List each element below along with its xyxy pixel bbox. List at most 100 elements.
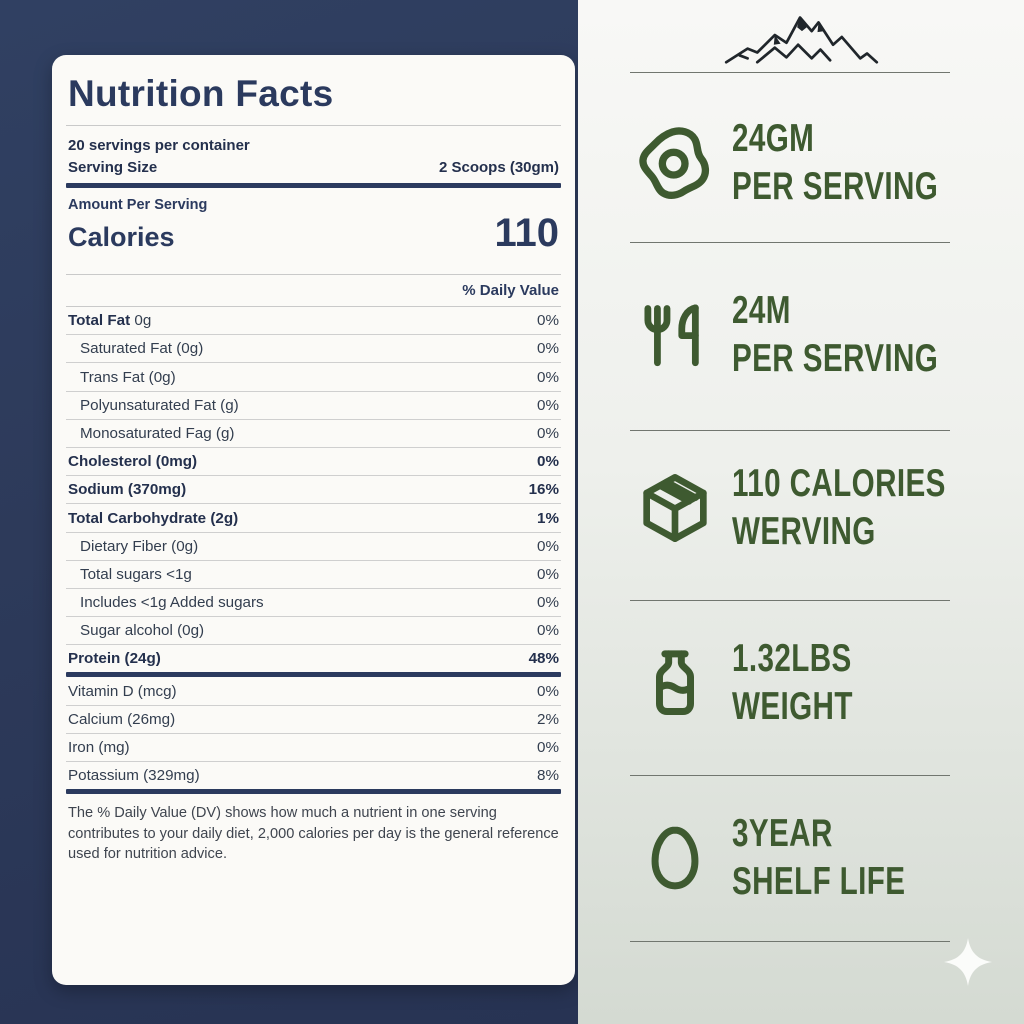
feature-label: PER SERVING	[732, 337, 939, 380]
nutrient-name: Total Carbohydrate (2g)	[68, 509, 239, 527]
nutrient-dv: 1%	[537, 509, 559, 527]
nutrient-row: Dietary Fiber (0g) 0%	[66, 533, 561, 561]
nutrient-row: Trans Fat (0g) 0%	[66, 363, 561, 392]
nutrient-row: Saturated Fat (0g) 0%	[66, 335, 561, 364]
vitamin-name: Iron (mg)	[68, 739, 130, 756]
package-box-icon	[635, 468, 715, 548]
nutrient-dv: 0%	[537, 312, 559, 330]
vitamin-dv: 0%	[537, 739, 559, 756]
calories-row: Calories 110	[66, 213, 561, 253]
nutrient-amount: Includes <1g Added sugars	[80, 594, 264, 612]
nutrition-facts-title: Nutrition Facts	[68, 73, 334, 114]
nutrient-row: Total Fat 0g 0%	[66, 306, 561, 336]
calories-value: 110	[494, 211, 559, 255]
vitamin-name: Vitamin D (mcg)	[68, 682, 177, 700]
nutrient-dv: 0%	[537, 622, 559, 640]
nutrient-amount: Trans Fat (0g)	[80, 368, 176, 386]
vitamin-name: Potassium (329mg)	[68, 767, 200, 785]
servings-per-container: 20 servings per container	[68, 137, 250, 154]
feature-calories: 110 CALORIES WERVING	[635, 453, 1013, 563]
nutrient-amount: Sugar alcohol (0g)	[80, 622, 205, 640]
nutrient-row: Polyunsaturated Fat (g) 0%	[66, 392, 561, 420]
section-divider	[630, 775, 950, 776]
feature-protein-per-serving: 24GM PER SERVING	[635, 108, 1003, 218]
section-divider	[630, 72, 950, 73]
nutrition-facts-card: Nutrition Facts 20 servings per containe…	[52, 55, 575, 985]
section-divider	[630, 600, 950, 601]
right-features-panel: 24GM PER SERVING 24M PER SERVING	[578, 0, 1024, 1024]
thick-divider-bottom	[66, 789, 561, 795]
vitamin-dv: 2%	[537, 710, 559, 728]
nutrient-row: Protein (24g) 48%	[66, 645, 561, 672]
amount-per-serving-label: Amount Per Serving	[68, 197, 208, 213]
daily-value-header: % Daily Value	[462, 282, 559, 299]
nutrient-name: Cholesterol (0mg)	[68, 453, 198, 471]
section-divider	[630, 430, 950, 431]
mountain-logo	[578, 2, 1024, 75]
serving-size-value: 2 Scoops (30gm)	[438, 159, 559, 176]
nutrient-dv: 48%	[528, 650, 559, 668]
feature-value: 110 CALORIES	[732, 462, 946, 505]
nutrient-dv: 0%	[537, 594, 559, 612]
serving-size-row: Serving Size 2 Scoops (30gm)	[66, 159, 561, 183]
feature-value: 24M	[732, 289, 791, 332]
feature-label: WERVING	[732, 510, 876, 553]
nutrient-dv: 0%	[537, 340, 559, 358]
daily-value-footnote: The % Daily Value (DV) shows how much a …	[68, 805, 559, 863]
nutrient-row: Includes <1g Added sugars 0%	[66, 589, 561, 618]
nutrient-dv: 0%	[537, 453, 559, 471]
feature-value: 24GM	[732, 117, 815, 160]
nutrient-name: Protein (24g)	[68, 650, 161, 668]
nutrient-dv: 0%	[537, 396, 559, 414]
nutrient-amount: Monosaturated Fag (g)	[80, 424, 235, 442]
calories-label: Calories	[68, 222, 175, 252]
nutrient-amount: 0g	[130, 312, 152, 330]
nutrient-row: Sugar alcohol (0g) 0%	[66, 617, 561, 646]
serving-size-label: Serving Size	[68, 159, 158, 176]
title-divider	[66, 125, 561, 126]
nutrient-name: Sodium (370mg)	[68, 481, 187, 499]
feature-weight: 1.32LBS WEIGHT	[635, 628, 891, 738]
section-divider	[630, 941, 950, 942]
nutrient-dv: 0%	[537, 424, 559, 442]
egg-icon	[635, 820, 715, 896]
milk-bottle-icon	[635, 645, 715, 721]
nutrient-row: Total sugars <1g 0%	[66, 561, 561, 589]
feature-label: SHELF LIFE	[732, 860, 906, 903]
feature-servings: 24M PER SERVING	[635, 280, 1003, 390]
vitamin-dv: 0%	[537, 682, 559, 700]
mountain-icon	[724, 16, 879, 64]
sparkle-icon	[944, 938, 992, 991]
thick-divider-middle	[66, 672, 561, 678]
vitamin-row: Calcium (26mg) 2%	[66, 706, 561, 734]
calories-divider	[66, 274, 561, 275]
vitamin-name: Calcium (26mg)	[68, 710, 176, 728]
fork-knife-icon	[635, 298, 715, 372]
nutrient-row: Sodium (370mg) 16%	[66, 476, 561, 505]
feature-value: 1.32LBS	[732, 637, 852, 680]
nutrient-amount: Saturated Fat (0g)	[80, 340, 204, 358]
nutrient-dv: 0%	[537, 565, 559, 583]
nutrient-amount: Dietary Fiber (0g)	[80, 537, 199, 555]
fried-egg-icon	[635, 123, 715, 203]
nutrient-amount: Total sugars <1g	[80, 565, 192, 583]
nutrient-row: Cholesterol (0mg) 0%	[66, 448, 561, 477]
left-navy-panel: Nutrition Facts 20 servings per containe…	[0, 0, 578, 1024]
feature-label: PER SERVING	[732, 165, 939, 208]
feature-value: 3YEAR	[732, 812, 833, 855]
nutrient-dv: 0%	[537, 537, 559, 555]
vitamin-row: Iron (mg) 0%	[66, 734, 561, 762]
section-divider	[630, 242, 950, 243]
nutrient-name: Total Fat	[68, 312, 131, 330]
thick-divider-top	[66, 183, 561, 188]
vitamin-dv: 8%	[537, 767, 559, 785]
vitamin-row: Vitamin D (mcg) 0%	[66, 677, 561, 706]
feature-label: WEIGHT	[732, 685, 853, 728]
feature-shelf-life: 3YEAR SHELF LIFE	[635, 803, 960, 913]
nutrient-dv: 0%	[537, 368, 559, 386]
nutrient-row: Monosaturated Fag (g) 0%	[66, 420, 561, 448]
nutrient-row: Total Carbohydrate (2g) 1%	[66, 504, 561, 533]
nutrient-dv: 16%	[528, 481, 559, 499]
vitamin-row: Potassium (329mg) 8%	[66, 762, 561, 789]
